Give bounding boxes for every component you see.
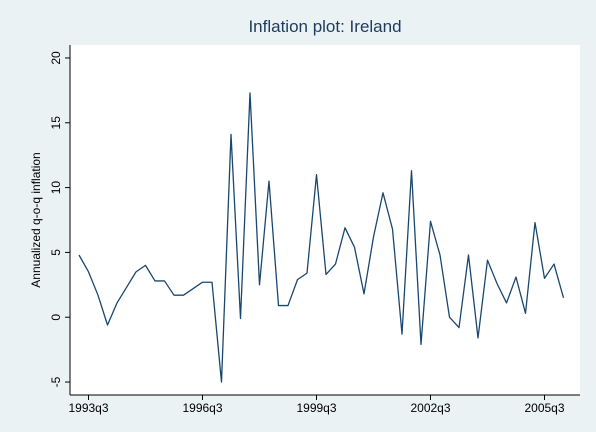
y-tick-label: 15 [49,116,63,130]
x-tick-label: 1993q3 [68,401,108,415]
data-line [78,92,565,383]
y-tick-label: -5 [49,376,63,387]
x-tick-label: 2002q3 [410,401,450,415]
x-tick-label: 1999q3 [296,401,336,415]
x-tick-label: 2005q3 [524,401,564,415]
y-tick-label: 20 [49,51,63,65]
y-tick-label: 0 [49,314,63,321]
plot-area [70,45,580,395]
y-tick-label: 10 [49,181,63,195]
y-tick-label: 5 [49,249,63,256]
x-tick-label: 1996q3 [182,401,222,415]
chart-title: Inflation plot: Ireland [248,17,401,36]
y-axis-title: Annualized q-o-q inflation [29,152,43,287]
